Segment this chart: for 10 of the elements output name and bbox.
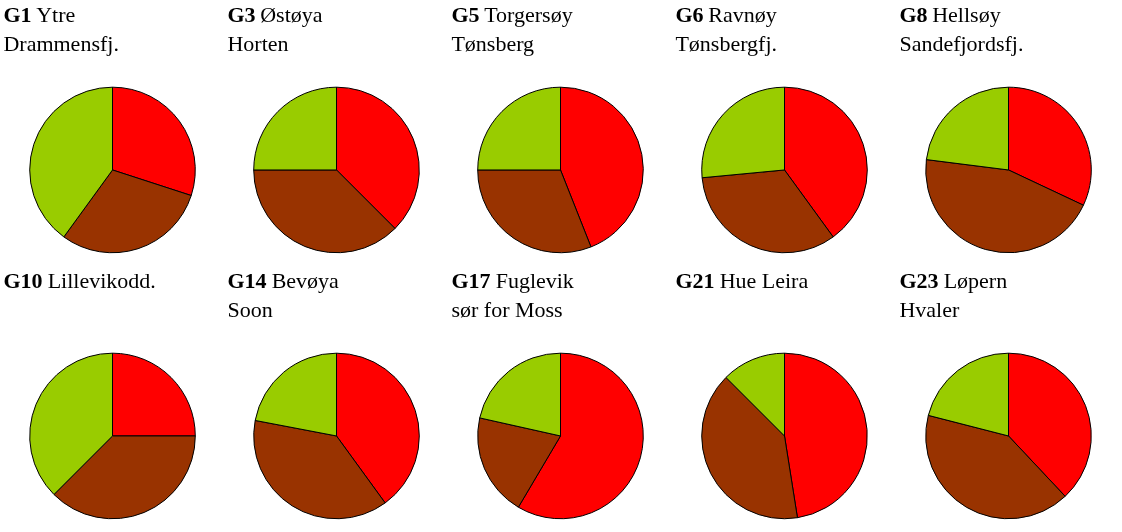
- chart-title: G21 Hue Leira: [675, 268, 809, 294]
- chart-title: G5 Torgersøy Tønsberg: [451, 2, 573, 57]
- chart-title: G23 Løpern Hvaler: [899, 268, 1008, 323]
- chart-title: G14 Bevøya Soon: [227, 268, 340, 323]
- chart-title: G10 Lillevikodd.: [3, 268, 156, 294]
- chart-title: G6 Ravnøy Tønsbergfj.: [675, 2, 778, 57]
- chart-title: G3 Østøya Horten: [227, 2, 323, 57]
- chart-title: G1 Ytre Drammensfj.: [3, 2, 119, 57]
- chart-title: G8 Hellsøy Sandefjordsfj.: [899, 2, 1024, 57]
- chart-title: G17 Fuglevik sør for Moss: [451, 268, 574, 323]
